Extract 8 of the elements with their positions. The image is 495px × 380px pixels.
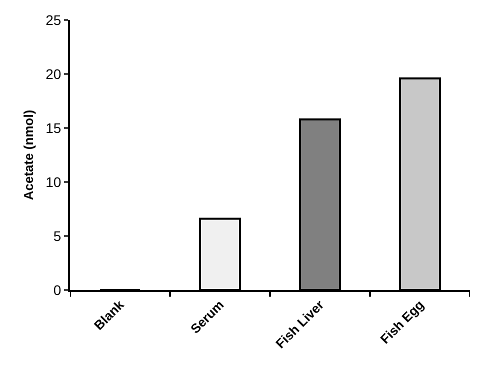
y-tick-label: 15 [46,120,62,136]
y-tick-label: 5 [53,228,62,244]
y-tick-label: 0 [53,282,62,298]
y-tick-label: 20 [46,66,62,82]
y-tick-label: 25 [46,12,62,28]
y-tick-label: 10 [46,174,62,190]
x-tick-label: Fish Egg [377,297,427,347]
y-axis-title: Acetate (nmol) [21,110,36,200]
